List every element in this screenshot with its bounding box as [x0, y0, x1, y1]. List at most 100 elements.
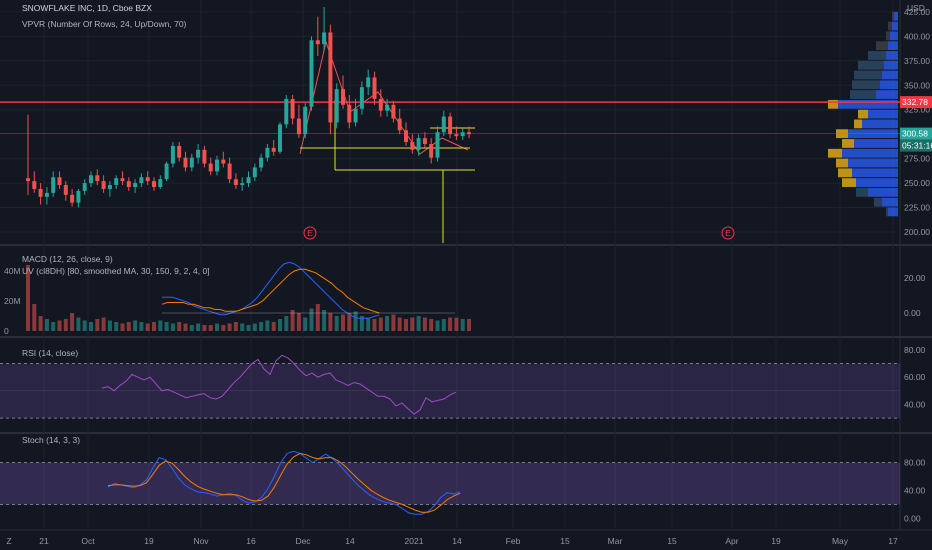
volume-bar — [120, 323, 125, 331]
stoch-title: Stoch (14, 3, 3) — [22, 435, 80, 445]
x-tick-label: 19 — [771, 536, 781, 546]
volume-bar — [233, 322, 238, 331]
candle-body — [278, 124, 282, 152]
volume-bar — [152, 322, 156, 331]
candle-body — [70, 194, 75, 203]
candle-body — [189, 157, 194, 168]
macd-tick-label: 20.00 — [904, 273, 926, 283]
volume-bar — [303, 317, 308, 331]
rsi-line — [101, 354, 457, 415]
volume-bar — [82, 320, 87, 331]
volume-bar — [133, 320, 138, 331]
candle-body — [44, 192, 49, 197]
candle-body — [334, 89, 339, 123]
volume-bar — [107, 320, 112, 331]
volume-bar — [315, 304, 320, 331]
volume-bar — [259, 322, 264, 331]
vpvr-up-bar — [890, 31, 898, 41]
x-tick-label: Oct — [81, 536, 95, 546]
vpvr-down-bar — [876, 41, 888, 51]
x-tick-label: Apr — [725, 536, 738, 546]
volume-bar — [359, 316, 364, 331]
candle-body — [252, 167, 257, 178]
timezone-glyph: Z — [6, 536, 11, 546]
candle-body — [328, 32, 333, 123]
vpvr-down-bar — [874, 197, 882, 207]
countdown-badge: 05:31:16 — [902, 141, 932, 151]
volume-bar — [290, 310, 295, 331]
volume-bar — [309, 308, 314, 331]
volume-bar — [410, 317, 415, 331]
candle-body — [95, 175, 100, 182]
candle-body — [89, 175, 93, 184]
volume-bar — [227, 323, 232, 331]
volume-bar — [441, 319, 446, 331]
macd-title: MACD (12, 26, close, 9) — [22, 254, 113, 264]
volume-bar — [38, 316, 43, 331]
vpvr-up-bar — [876, 90, 898, 99]
x-tick-label: 15 — [667, 536, 677, 546]
candle-body — [448, 116, 453, 135]
candle-body — [460, 132, 465, 137]
volume-bar — [89, 322, 93, 331]
price-tick-label: 275.00 — [904, 154, 930, 164]
x-tick-label: Mar — [608, 536, 623, 546]
candle-body — [114, 178, 119, 186]
candle-body — [410, 142, 415, 150]
candle-body — [391, 104, 396, 119]
candle-body — [271, 147, 276, 152]
candle-body — [341, 89, 345, 105]
vpvr-down-bar — [892, 11, 894, 21]
candle-body — [57, 177, 62, 186]
candle-body — [208, 163, 213, 172]
volume-bar — [429, 319, 434, 331]
vpvr-up-bar — [886, 51, 898, 60]
uv-title: UV (cl8DH) [80, smoothed MA, 30, 150, 9,… — [22, 266, 210, 276]
volume-bar — [334, 316, 339, 331]
vpvr-up-bar — [880, 80, 898, 90]
x-tick-label: 2021 — [405, 536, 424, 546]
volume-bars — [26, 265, 471, 331]
volume-bar — [391, 314, 396, 331]
volume-bar — [385, 316, 390, 331]
volume-bar — [221, 325, 226, 331]
volume-bar — [51, 322, 56, 331]
volume-bar — [422, 317, 427, 331]
candle-body — [63, 185, 68, 195]
vpvr-up-bar — [842, 148, 898, 158]
candle-body — [32, 181, 37, 189]
grid-lines — [0, 0, 932, 531]
vpvr-down-bar — [842, 178, 856, 187]
vpvr-down-bar — [850, 90, 876, 99]
candle-body — [303, 106, 308, 135]
countdown-badge-bg — [900, 139, 932, 152]
candle-body — [259, 157, 264, 168]
candle-body — [416, 138, 421, 150]
vpvr-up-bar — [854, 139, 898, 148]
volume-bar — [454, 317, 459, 331]
vpvr-title: VPVR (Number Of Rows, 24, Up/Down, 70) — [22, 19, 187, 29]
volume-bar — [240, 323, 245, 331]
candle-body — [233, 179, 238, 186]
price-tick-label: 200.00 — [904, 227, 930, 237]
price-tick-label: 425.00 — [904, 7, 930, 17]
price-candles — [26, 7, 471, 208]
volume-bar — [164, 322, 169, 331]
candle-body — [309, 40, 314, 107]
volume-bar — [70, 313, 75, 331]
volume-bar — [63, 319, 68, 331]
volume-bar — [215, 323, 219, 331]
volume-bar — [101, 317, 106, 331]
candle-body — [378, 98, 383, 111]
candle-body — [296, 118, 301, 135]
vpvr-down-bar — [854, 70, 882, 80]
head-shoulders-outline — [299, 40, 469, 155]
volume-bar — [95, 319, 100, 331]
volume-bar — [347, 313, 352, 331]
vpvr-up-bar — [892, 21, 898, 31]
volume-bar — [416, 316, 421, 331]
volume-bar — [404, 319, 408, 331]
last-price-badge: 300.58 — [902, 129, 928, 139]
vpvr-up-bar — [868, 109, 898, 119]
